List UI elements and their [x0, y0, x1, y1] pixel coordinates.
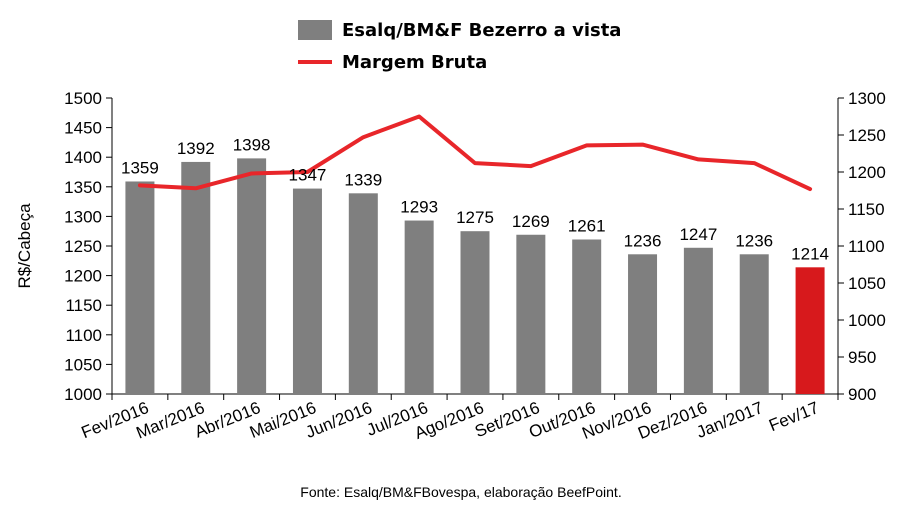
bar-data-label: 1236 — [735, 231, 773, 250]
y-tick-label-left: 1300 — [64, 207, 102, 226]
y-tick-label-left: 1050 — [64, 355, 102, 374]
bar-data-label: 1214 — [791, 244, 829, 263]
y-tick-label-right: 1200 — [848, 163, 886, 182]
bar — [348, 193, 378, 394]
margin-line — [137, 114, 813, 192]
y-tick-label-right: 1050 — [848, 274, 886, 293]
bar — [683, 247, 713, 394]
bar-data-label: 1275 — [456, 208, 494, 227]
bar — [125, 181, 155, 394]
y-tick-label-left: 1150 — [65, 296, 102, 315]
y-axis-title: R$/Cabeça — [15, 203, 34, 289]
y-tick-label-left: 1500 — [64, 89, 102, 108]
y-tick-label-right: 1100 — [848, 237, 885, 256]
bar — [404, 220, 434, 394]
legend-label-bars: Esalq/BM&F Bezerro a vista — [342, 19, 622, 41]
legend-label-line: Margem Bruta — [342, 51, 488, 73]
source-note: Fonte: Esalq/BM&FBovespa, elaboração Bee… — [300, 484, 622, 500]
legend-item-bars: Esalq/BM&F Bezerro a vista — [298, 14, 621, 46]
bar-data-label: 1347 — [289, 166, 327, 185]
legend-swatch-bars — [298, 20, 332, 40]
y-tick-label-left: 1450 — [64, 119, 102, 138]
y-tick-label-right: 900 — [848, 385, 876, 404]
y-tick-label-left: 1200 — [64, 267, 102, 286]
bar-data-label: 1398 — [233, 135, 271, 154]
bar-data-label: 1392 — [177, 139, 215, 158]
bar-data-label: 1339 — [344, 170, 382, 189]
bar — [739, 254, 769, 394]
y-tick-label-left: 1100 — [65, 326, 102, 345]
bar — [628, 254, 658, 394]
bar-data-label: 1359 — [121, 158, 159, 177]
y-tick-label-right: 1300 — [848, 89, 886, 108]
bar — [795, 267, 825, 394]
y-tick-label-left: 1250 — [64, 237, 102, 256]
bar-data-label: 1269 — [512, 212, 550, 231]
bar-data-label: 1261 — [568, 216, 606, 235]
y-tick-label-left: 1350 — [64, 178, 102, 197]
bar — [516, 234, 546, 394]
y-tick-label-left: 1400 — [64, 148, 102, 167]
legend: Esalq/BM&F Bezerro a vista Margem Bruta — [298, 14, 621, 78]
legend-swatch-line — [298, 60, 332, 64]
x-tick-label: Fev/17 — [766, 398, 821, 435]
bar — [292, 188, 322, 394]
y-tick-label-right: 950 — [848, 348, 876, 367]
y-tick-label-right: 1250 — [848, 126, 886, 145]
bar — [181, 161, 211, 394]
y-tick-label-left: 1000 — [64, 385, 102, 404]
bar-data-label: 1293 — [400, 198, 438, 217]
bar-data-label: 1247 — [679, 225, 717, 244]
bar-data-label: 1236 — [624, 231, 662, 250]
bar — [460, 231, 490, 394]
legend-item-line: Margem Bruta — [298, 46, 621, 78]
bar — [572, 239, 602, 394]
y-tick-label-right: 1000 — [848, 311, 886, 330]
bar — [237, 158, 267, 394]
y-tick-label-right: 1150 — [848, 200, 885, 219]
